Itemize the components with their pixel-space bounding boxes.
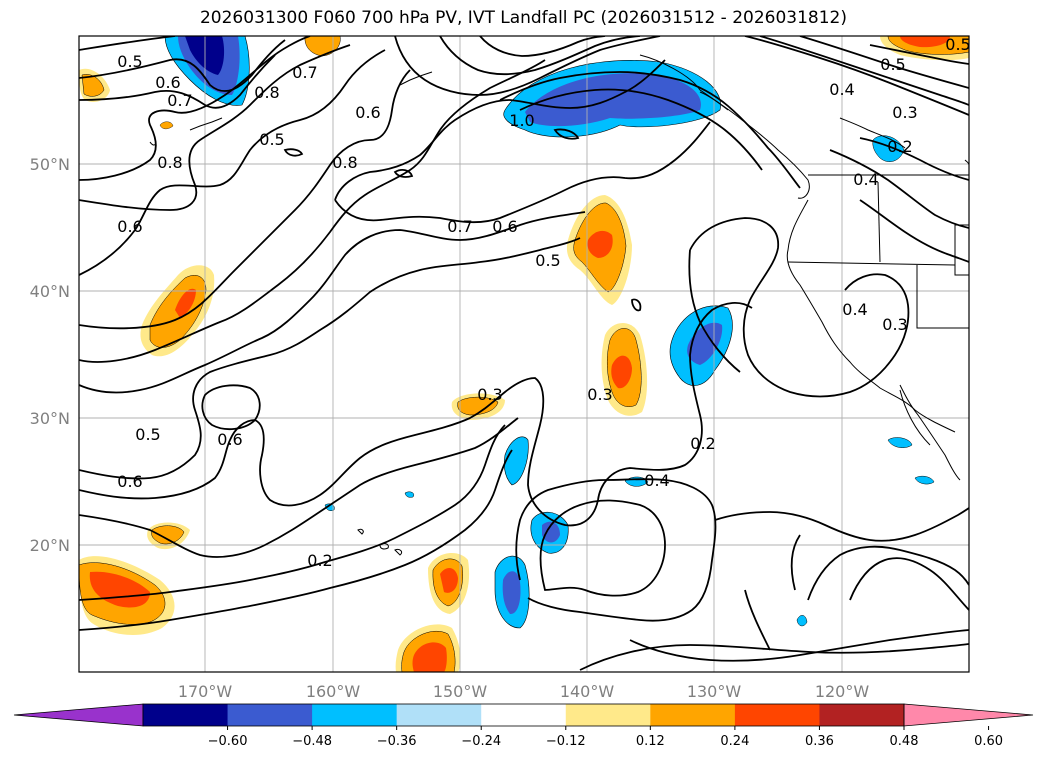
colorbar-tick-label: −0.48 [292, 734, 332, 749]
colorbar-tick-label: 0.48 [890, 734, 919, 749]
colorbar-tick-label: −0.12 [546, 734, 586, 749]
contour-label-0-7-b: 0.7 [292, 63, 317, 82]
lon-label-140w: 140°W [560, 682, 615, 701]
contour-label-0-7-c: 0.7 [447, 217, 472, 236]
contour-label-0-5-c: 0.5 [880, 55, 905, 74]
contour-label-0-8-b: 0.8 [157, 153, 182, 172]
contour-label-0-4-a: 0.4 [829, 80, 854, 99]
colorbar-segment [650, 704, 736, 726]
lat-label-50n: 50°N [30, 155, 70, 174]
colorbar-outline [142, 703, 905, 727]
contour-label-0-6-b: 0.6 [355, 103, 380, 122]
contour-label-0-3-b: 0.3 [882, 315, 907, 334]
map-title: 2026031300 F060 700 hPa PV, IVT Landfall… [199, 8, 847, 28]
lon-label-120w: 120°W [815, 682, 870, 701]
longitude-labels: 170°W 160°W 150°W 140°W 130°W 120°W [178, 682, 870, 701]
contour-label-0-8-c: 0.8 [332, 153, 357, 172]
colorbar-tick-label: 0.24 [720, 734, 749, 749]
colorbar-segment [565, 704, 651, 726]
contour-label-0-4-d: 0.4 [644, 471, 669, 490]
contour-label-0-3-a: 0.3 [892, 103, 917, 122]
contour-label-0-6-d: 0.6 [492, 217, 517, 236]
contour-label-0-2-a: 0.2 [887, 137, 912, 156]
colorbar-tick-label: −0.36 [377, 734, 417, 749]
colorbar: −0.60 −0.48 −0.36 −0.24 −0.12 0.12 0.24 0.36 0.4… [13, 703, 1034, 749]
contour-label-0-8-a: 0.8 [254, 83, 279, 102]
graticule [79, 36, 969, 672]
map-frame [78, 35, 970, 673]
contour-label-0-6-f: 0.6 [117, 472, 142, 491]
colorbar-segment [227, 704, 313, 726]
colorbar-segment [481, 704, 567, 726]
contour-label-0-5-a: 0.5 [117, 52, 142, 71]
contour-label-0-3-d: 0.3 [587, 385, 612, 404]
lat-label-20n: 20°N [30, 536, 70, 555]
colorbar-segment [312, 704, 398, 726]
colorbar-tick-label: −0.60 [208, 734, 248, 749]
negative-anomaly-central-a [503, 436, 529, 486]
contour-label-0-4-c: 0.4 [842, 300, 867, 319]
contour-label-0-2-b: 0.2 [690, 434, 715, 453]
contour-label-0-3-c: 0.3 [477, 385, 502, 404]
colorbar-extend-high [903, 703, 1034, 727]
contour-label-0-6-c: 0.6 [117, 217, 142, 236]
contour-label-0-5-e: 0.5 [135, 425, 160, 444]
lon-label-130w: 130°W [687, 682, 742, 701]
colorbar-segment [396, 704, 482, 726]
colorbar-segment [734, 704, 820, 726]
contour-label-0-6-a: 0.6 [155, 73, 180, 92]
colorbar-tick-label: 0.36 [805, 734, 834, 749]
lon-label-160w: 160°W [306, 682, 361, 701]
contour-label-1-0: 1.0 [509, 111, 534, 130]
contour-label-0-5-d: 0.5 [535, 251, 560, 270]
lat-label-30n: 30°N [30, 409, 70, 428]
colorbar-tick-label: 0.60 [974, 734, 1003, 749]
latitude-labels: 50°N 40°N 30°N 20°N [30, 155, 70, 555]
contour-label-0-6-e: 0.6 [217, 430, 242, 449]
colorbar-tick-label: −0.24 [461, 734, 501, 749]
colorbar-segment [819, 704, 905, 726]
shaded-anomalies [79, 36, 969, 672]
contour-label-0-5-f: 0.5 [945, 35, 970, 54]
pv-contours [79, 36, 969, 671]
colorbar-extend-low [13, 703, 144, 727]
lon-label-150w: 150°W [433, 682, 488, 701]
colorbar-segment [143, 704, 229, 726]
coastlines [149, 54, 969, 556]
contour-label-0-7-a: 0.7 [167, 91, 192, 110]
colorbar-tick-label: 0.12 [636, 734, 665, 749]
contour-label-0-5-b: 0.5 [259, 130, 284, 149]
contour-label-0-4-b: 0.4 [853, 170, 878, 189]
contour-labels: 0.5 0.6 0.7 0.8 0.7 0.5 0.6 0.8 0.8 1.0 … [117, 35, 970, 570]
lat-label-40n: 40°N [30, 282, 70, 301]
lon-label-170w: 170°W [178, 682, 233, 701]
contour-label-0-2-c: 0.2 [307, 551, 332, 570]
